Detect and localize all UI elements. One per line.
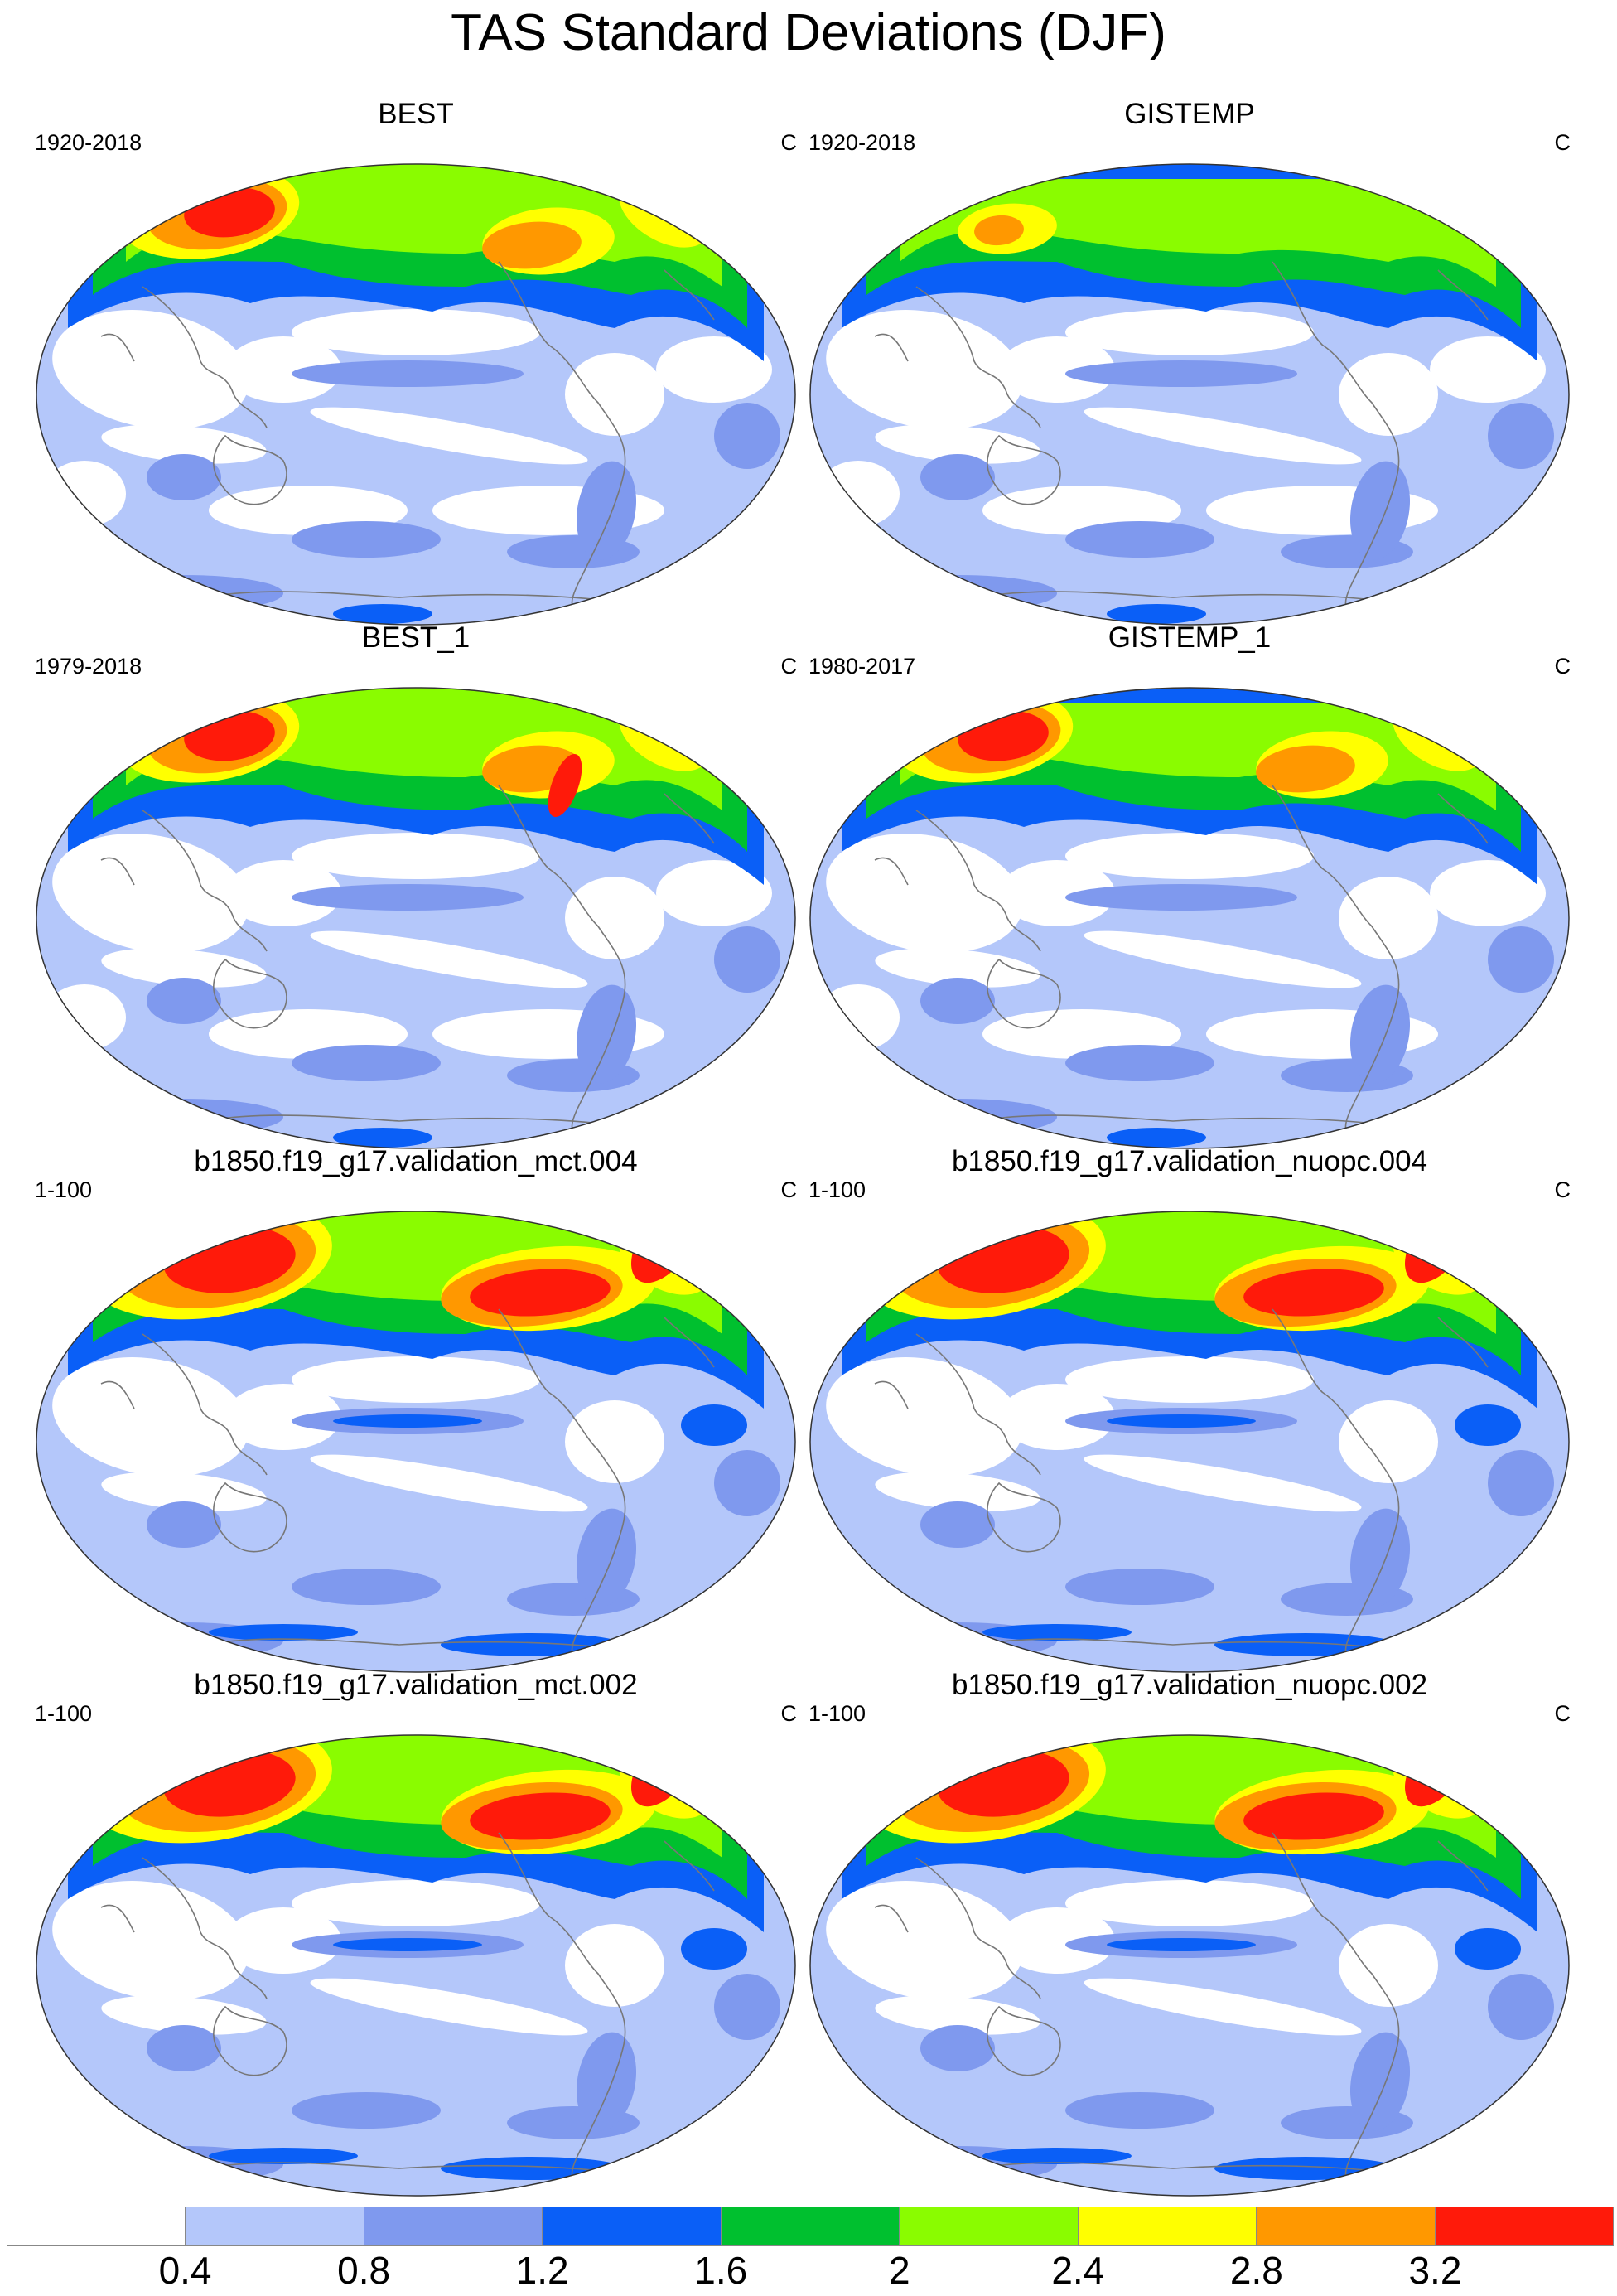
panel-period: 1-100: [35, 1177, 93, 1202]
panel-title: b1850.f19_g17.validation_mct.002: [194, 1669, 638, 1701]
colorbar-box: [721, 2207, 900, 2245]
robinson-map: [809, 1211, 1570, 1673]
panel-title: GISTEMP: [1124, 98, 1255, 130]
robinson-map: [809, 163, 1570, 626]
colorbar-tick-label: 2.4: [1051, 2249, 1105, 2292]
map-panel: b1850.f19_g17.validation_nuopc.002 1-100 C: [808, 1669, 1571, 2197]
robinson-map: [809, 687, 1570, 1149]
robinson-map: [36, 163, 796, 626]
map-panel: BEST_1 1979-2018 C: [35, 621, 798, 1149]
colorbar-tick-label: 0.8: [337, 2249, 391, 2292]
colorbar-box: [364, 2207, 543, 2245]
map-panel: GISTEMP 1920-2018 C: [808, 98, 1571, 626]
panel-title: BEST_1: [361, 621, 471, 654]
colorbar-box: [1435, 2207, 1613, 2245]
panel-unit: C: [1554, 130, 1571, 155]
map-panel: GISTEMP_1 1980-2017 C: [808, 621, 1571, 1149]
panel-unit: C: [780, 654, 798, 679]
colorbar-labels: 0.4 0.8 1.2 1.6 2 2.4 2.8 3.2: [7, 2247, 1614, 2294]
panel-title: GISTEMP_1: [1108, 621, 1272, 654]
colorbar-tick-label: 0.4: [158, 2249, 212, 2292]
colorbar-box: [900, 2207, 1079, 2245]
colorbar-tick-label: 3.2: [1408, 2249, 1462, 2292]
robinson-map: [809, 1734, 1570, 2197]
panel-period: 1920-2018: [808, 130, 916, 155]
panel-period: 1-100: [808, 1177, 866, 1202]
panel-period: 1979-2018: [35, 654, 142, 679]
colorbar-box: [7, 2207, 186, 2245]
colorbar-box: [1078, 2207, 1257, 2245]
colorbar-tick-label: 2: [888, 2249, 910, 2292]
panel-title: b1850.f19_g17.validation_nuopc.004: [951, 1145, 1428, 1177]
robinson-map: [36, 1211, 796, 1673]
panel-unit: C: [780, 1701, 798, 1726]
colorbar: [7, 2207, 1614, 2246]
colorbar-tick-label: 1.6: [694, 2249, 748, 2292]
robinson-map: [36, 1734, 796, 2197]
panel-title: BEST: [378, 98, 454, 130]
panel-period: 1980-2017: [808, 654, 916, 679]
panel-period: 1920-2018: [35, 130, 142, 155]
panel-unit: C: [1554, 1701, 1571, 1726]
panel-unit: C: [780, 130, 798, 155]
colorbar-tick-label: 1.2: [515, 2249, 569, 2292]
colorbar-box: [186, 2207, 364, 2245]
panel-unit: C: [1554, 1177, 1571, 1202]
colorbar-box: [1257, 2207, 1436, 2245]
panel-period: 1-100: [35, 1701, 93, 1726]
map-panel: BEST 1920-2018 C: [35, 98, 798, 626]
panel-title: b1850.f19_g17.validation_nuopc.002: [951, 1669, 1428, 1701]
panel-unit: C: [780, 1177, 798, 1202]
panel-unit: C: [1554, 654, 1571, 679]
map-panel: b1850.f19_g17.validation_nuopc.004 1-100 C: [808, 1145, 1571, 1673]
robinson-map: [36, 687, 796, 1149]
figure-title: TAS Standard Deviations (DJF): [451, 4, 1166, 61]
panel-period: 1-100: [808, 1701, 866, 1726]
colorbar-box: [543, 2207, 722, 2245]
map-panel: b1850.f19_g17.validation_mct.002 1-100 C: [35, 1669, 798, 2197]
panel-title: b1850.f19_g17.validation_mct.004: [194, 1145, 638, 1177]
map-panel: b1850.f19_g17.validation_mct.004 1-100 C: [35, 1145, 798, 1673]
colorbar-tick-label: 2.8: [1229, 2249, 1283, 2292]
